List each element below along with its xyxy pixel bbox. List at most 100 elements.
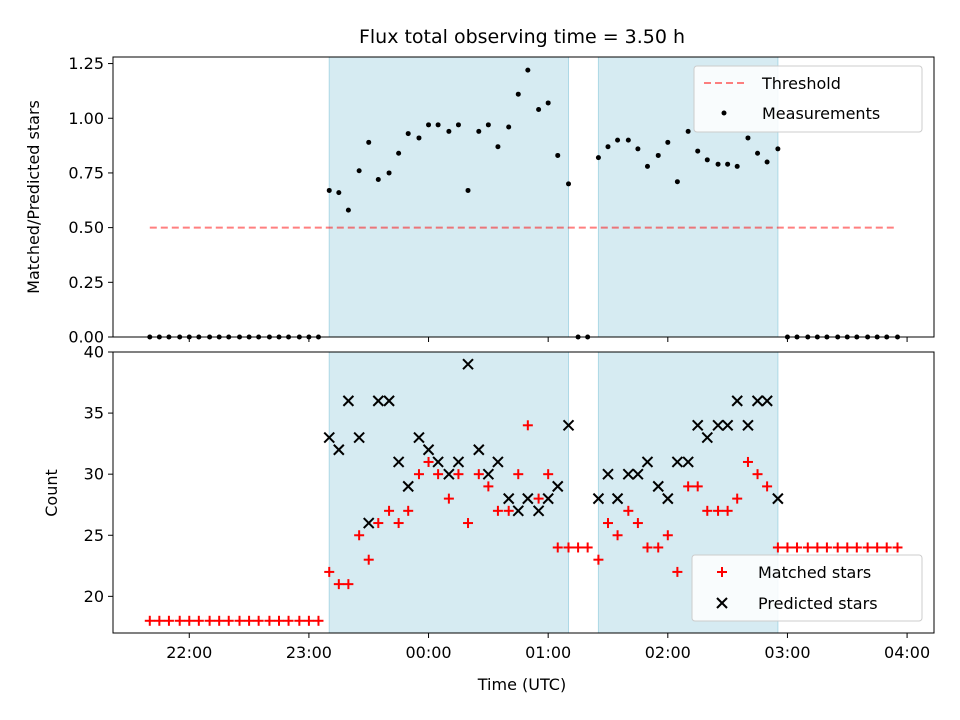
matched-star-point [692, 481, 703, 492]
measurement-point [704, 157, 710, 163]
predicted-star-point [652, 480, 664, 493]
ratio-panel: 0.00 0.25 0.50 0.75 1.00 1.25 Matched/Predict… [24, 54, 935, 347]
predicted-star-point [611, 492, 624, 505]
count-legend-box [691, 554, 923, 622]
measurement-point [495, 144, 501, 150]
matched-star-point [443, 493, 454, 504]
matched-star-point [294, 615, 305, 626]
matched-star-point [593, 554, 604, 565]
measurement-point [476, 128, 482, 134]
ratio-panel-y-axis-label: Matched/Predicted stars [24, 100, 43, 294]
measurement-point [755, 150, 761, 156]
matched-star-point [483, 481, 494, 492]
predicted-star-point [462, 358, 474, 370]
matched-star-point [772, 542, 783, 553]
predicted-stars-legend-label: Predicted stars [758, 594, 878, 613]
matched-stars-legend-swatch [717, 567, 727, 577]
predicted-star-point [353, 431, 365, 444]
matched-star-point [752, 469, 763, 480]
matched-star-point [214, 615, 225, 626]
matched-star-point [653, 542, 664, 553]
measurement-point [734, 163, 740, 169]
measurement-point [536, 107, 542, 112]
matched-star-point [842, 542, 853, 553]
predicted-star-point [342, 395, 355, 407]
predicted-star-point [532, 505, 545, 517]
matched-star-point [413, 469, 424, 480]
predicted-star-point [682, 456, 694, 468]
matched-star-point [821, 542, 832, 553]
matched-star-point [872, 542, 883, 553]
matched-star-point [722, 505, 733, 516]
matched-star-point [851, 542, 862, 553]
predicted-stars-legend-marker [716, 597, 728, 609]
matched-star-point [234, 615, 245, 626]
measurement-point [674, 179, 680, 185]
predicted-star-point [662, 492, 674, 505]
matched-stars-legend-marker [717, 567, 727, 577]
matched-star-point [253, 615, 264, 626]
count-x-tick-label: 00:00 [405, 643, 451, 662]
measurement-point [455, 122, 461, 128]
measurement-point [465, 187, 471, 193]
predicted-star-point [402, 480, 414, 493]
predicted-star-point [622, 468, 635, 480]
predicted-star-point [473, 444, 485, 456]
measurement-point [695, 148, 701, 154]
ratio-y-tick-label: 1.00 [68, 109, 104, 128]
matched-star-point [892, 542, 903, 553]
measurement-point [635, 146, 641, 152]
matched-star-point [473, 469, 484, 480]
matched-star-point [343, 579, 354, 590]
count-panel: 20 25 30 35 40 22:00 23:00 00:00 01:00 02:00 03:0… [42, 343, 935, 694]
ratio-panel-frame [112, 56, 935, 338]
matched-star-point [713, 505, 724, 516]
matched-star-point [762, 481, 773, 492]
matched-star-point [174, 615, 185, 626]
matched-star-point [552, 542, 563, 553]
matched-star-point [732, 493, 743, 504]
ratio-observing-window [328, 56, 570, 338]
predicted-star-point [731, 395, 743, 407]
predicted-star-point [542, 492, 554, 505]
measurement-point [446, 128, 452, 134]
matched-star-point [363, 554, 374, 565]
matched-star-point [782, 542, 793, 553]
matched-star-point [313, 615, 324, 626]
matched-star-point [543, 469, 554, 480]
measurement-point [345, 207, 351, 213]
matched-star-point [642, 542, 653, 553]
measurement-point [725, 161, 731, 167]
measurement-point [715, 161, 721, 167]
matched-star-point [612, 530, 623, 541]
predicted-star-point [372, 395, 384, 407]
ratio-y-tick-label: 0.50 [68, 218, 104, 237]
matched-star-point [522, 420, 533, 431]
matched-stars-legend-label: Matched stars [758, 563, 871, 582]
count-observing-window [328, 351, 570, 634]
matched-star-point [154, 615, 165, 626]
matched-star-point [393, 518, 404, 529]
ratio-y-tick-label: 0.00 [68, 328, 104, 347]
predicted-star-point [701, 431, 713, 444]
matched-star-point [403, 505, 414, 516]
chart-title: Flux total observing time = 3.50 h [359, 26, 685, 48]
matched-star-point [433, 469, 444, 480]
count-y-tick-label: 35 [84, 404, 104, 423]
measurement-point [405, 131, 411, 137]
matched-star-point [802, 542, 813, 553]
count-x-tick-label: 22:00 [166, 643, 212, 662]
predicted-star-point [761, 395, 773, 407]
measurement-point [386, 170, 392, 176]
predicted-star-point [323, 431, 335, 444]
measurement-point [555, 152, 561, 158]
matched-star-point [792, 542, 803, 553]
measurement-point [525, 67, 531, 73]
matched-star-point [244, 615, 255, 626]
measurement-point [515, 91, 521, 97]
measurement-point [764, 159, 770, 165]
matched-star-point [463, 518, 474, 529]
matched-star-point [742, 456, 753, 467]
predicted-star-point [522, 492, 534, 505]
